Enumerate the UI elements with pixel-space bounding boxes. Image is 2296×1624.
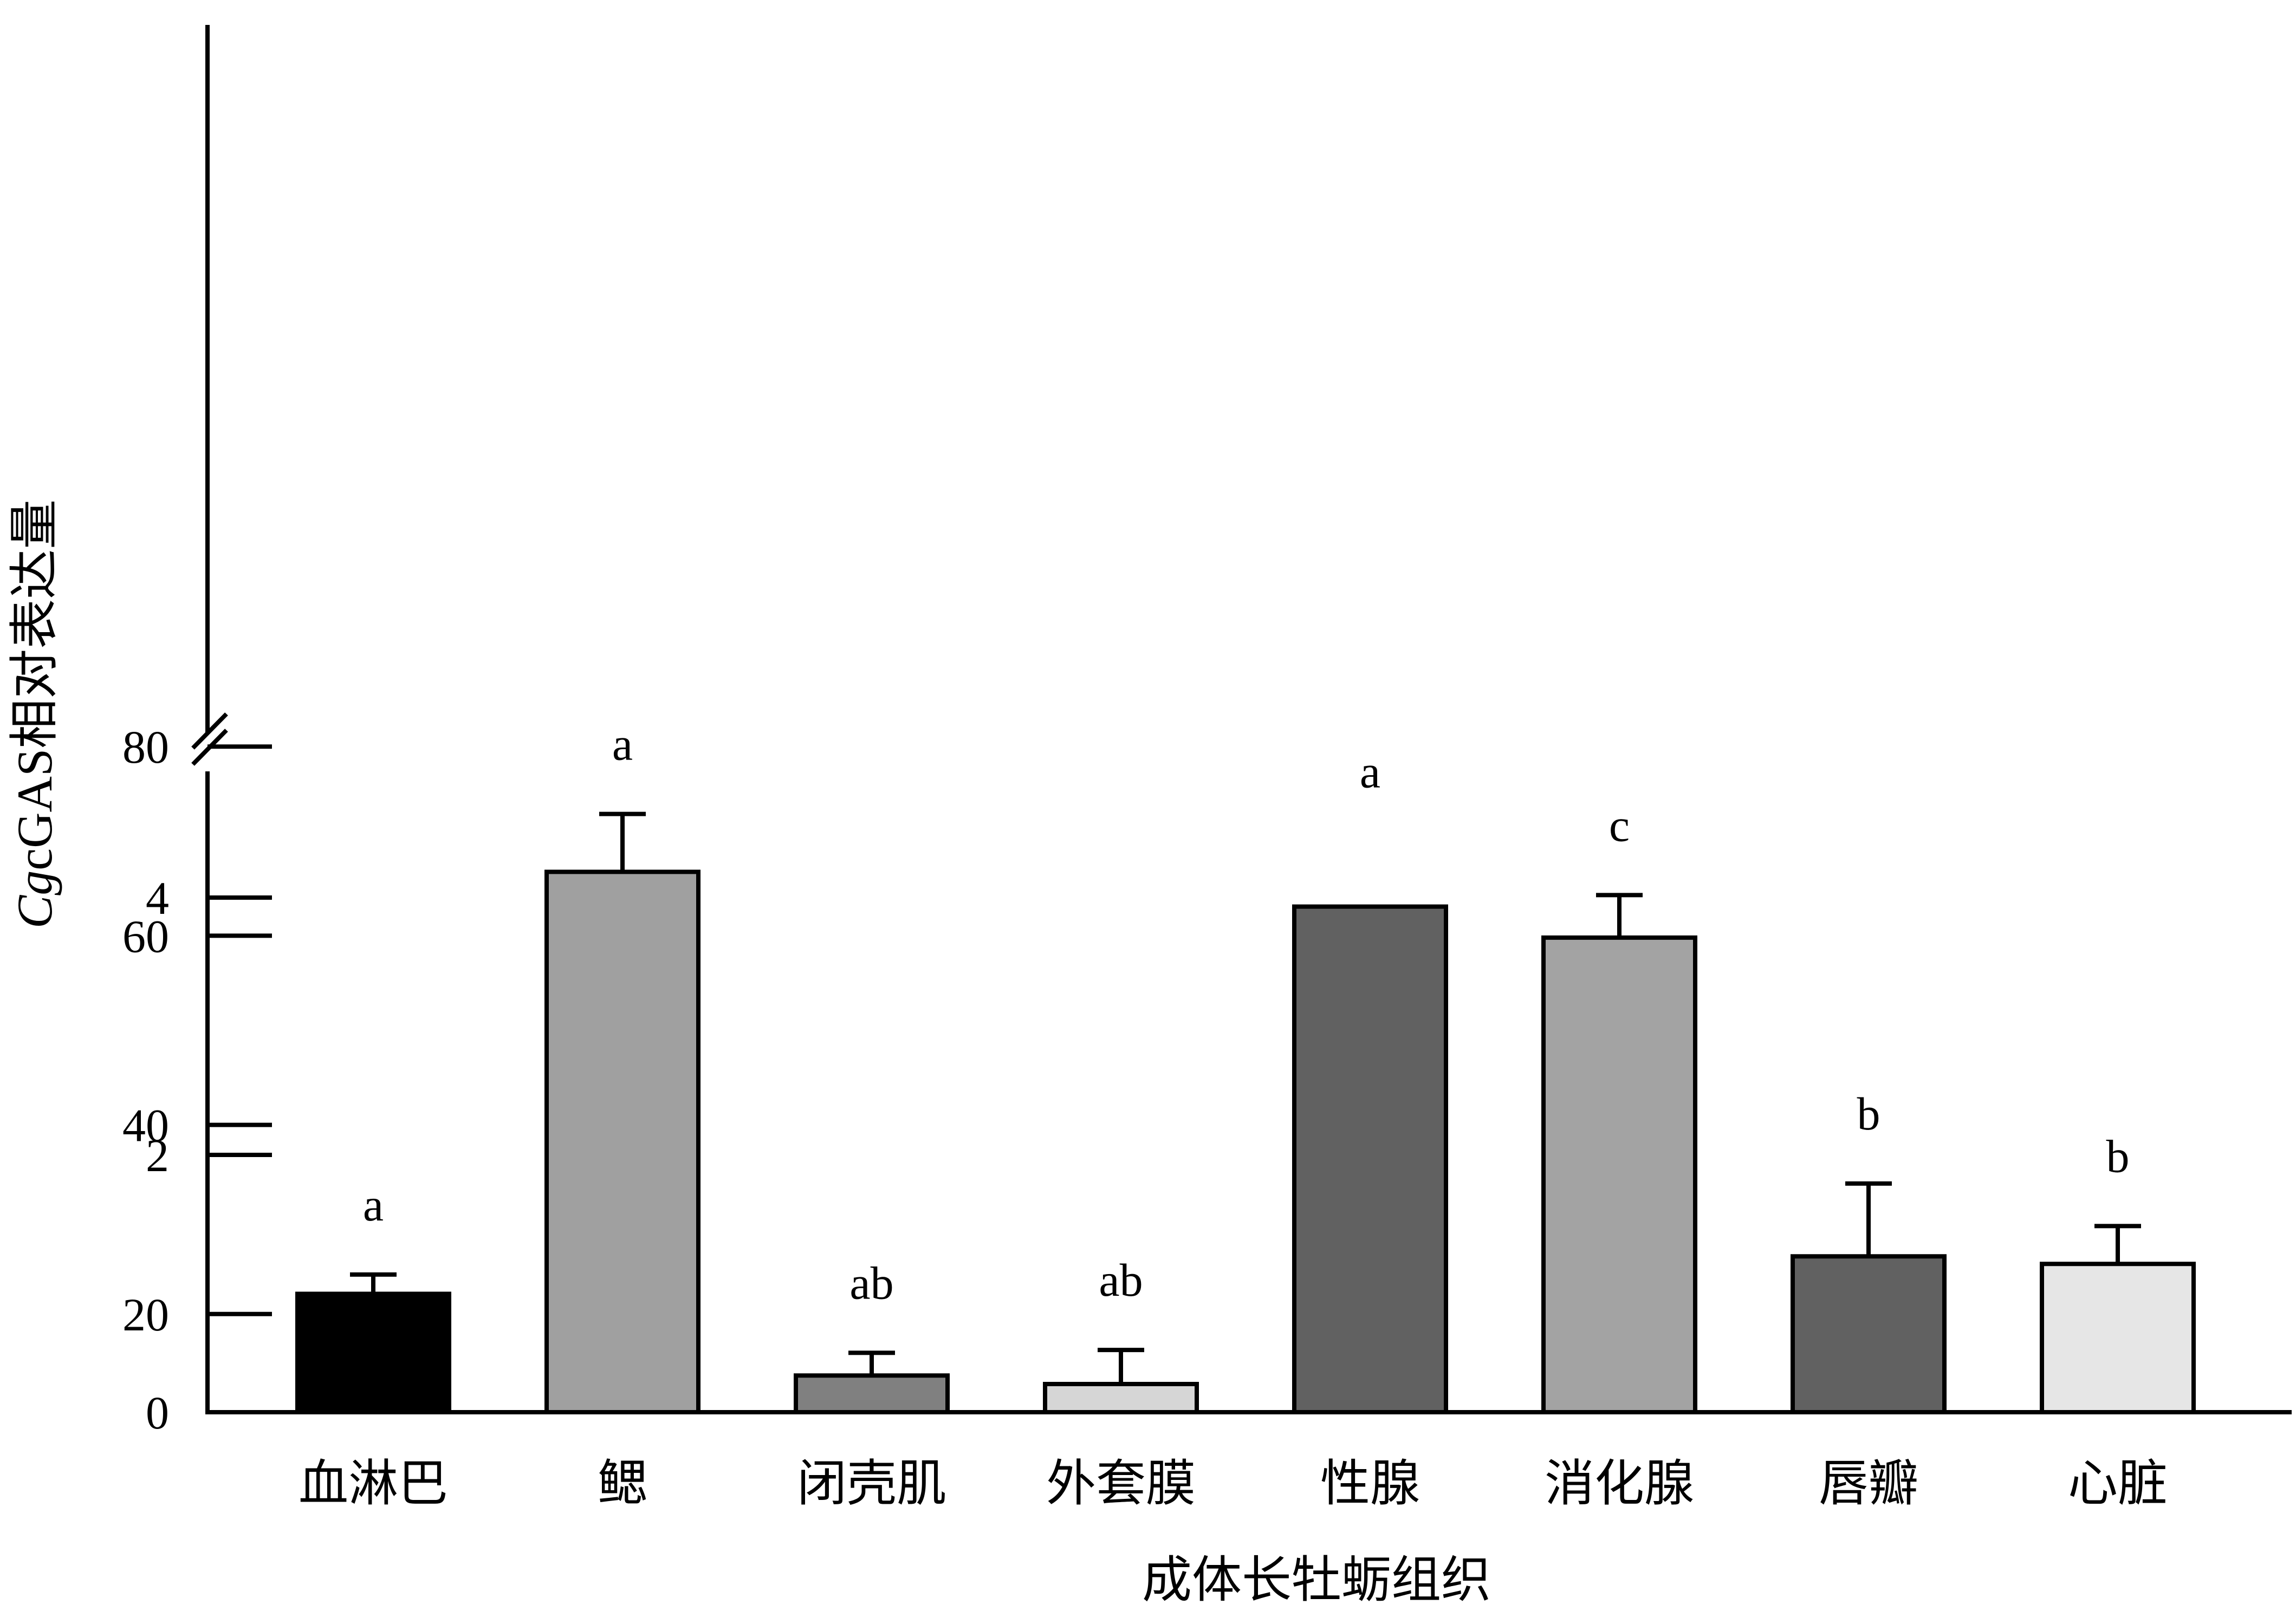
category-label-5: 性腺 xyxy=(1320,1456,1420,1511)
bar-4 xyxy=(1043,1382,1199,1414)
y-tick-label-60: 60 xyxy=(122,910,169,962)
y-axis-title-italic: Cg xyxy=(7,871,62,928)
category-label-1: 血淋巴 xyxy=(299,1456,448,1511)
y-tick-label-80: 80 xyxy=(122,721,169,773)
bar-1 xyxy=(295,1291,451,1414)
category-label-2: 鳃 xyxy=(598,1456,647,1511)
y-axis-title: CgcGAS相对表达量 xyxy=(7,499,62,928)
significance-label-1: a xyxy=(363,1179,384,1231)
bars-layer xyxy=(295,737,2198,1415)
y-tick-label-2: 2 xyxy=(146,1129,169,1181)
category-label-7: 唇瓣 xyxy=(1819,1456,1918,1511)
bar-break-gap-8 xyxy=(2038,737,2198,768)
bar-7 xyxy=(1791,1254,1947,1414)
significance-label-7: b xyxy=(1857,1088,1880,1140)
category-label-4: 外套膜 xyxy=(1046,1456,1196,1511)
label-layer: a 血淋巴 a 鳃 ab 闭壳肌 ab 外套膜 a 性腺 c 消化腺 b 唇瓣 b 心脏 0 2 4 20 40 60 80 xyxy=(122,718,2168,1511)
bar-break-gap-3 xyxy=(792,737,952,768)
x-axis-title: 成体长牡蛎组织 xyxy=(1142,1552,1491,1608)
bar-5 xyxy=(1292,904,1448,1414)
y-tick-label-20: 20 xyxy=(122,1289,169,1341)
significance-label-4: ab xyxy=(1099,1254,1143,1306)
bar-break-gap-6 xyxy=(1539,737,1700,768)
category-label-6: 消化腺 xyxy=(1545,1456,1694,1511)
axis-layer xyxy=(191,25,2292,1414)
y-tick-label-40: 40 xyxy=(122,1100,169,1152)
bar-2 xyxy=(544,869,701,1414)
y-tick-label-4: 4 xyxy=(146,872,169,924)
significance-label-6: c xyxy=(1609,799,1630,851)
bar-3 xyxy=(794,1373,950,1415)
bar-break-gap-4 xyxy=(1041,737,1201,768)
y-tick-label-0: 0 xyxy=(146,1387,169,1439)
category-label-8: 心脏 xyxy=(2068,1456,2168,1511)
significance-label-5: a xyxy=(1360,746,1380,798)
significance-label-2: a xyxy=(612,718,633,770)
category-label-3: 闭壳肌 xyxy=(797,1456,946,1511)
bar-8 xyxy=(2040,1262,2196,1414)
y-axis-title-rest: cGAS相对表达量 xyxy=(7,499,62,871)
significance-label-8: b xyxy=(2106,1130,2130,1182)
bar-6 xyxy=(1541,935,1697,1414)
bar-break-gap-7 xyxy=(1788,737,1949,768)
axis-break-mark-upper xyxy=(191,712,228,750)
significance-label-3: ab xyxy=(849,1257,893,1309)
